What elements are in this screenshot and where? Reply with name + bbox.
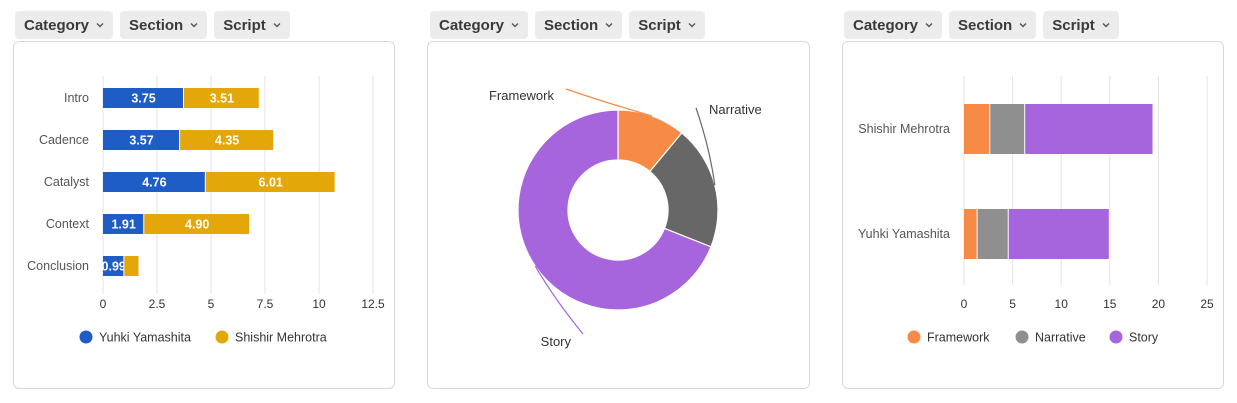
slice-label: Framework [489, 88, 555, 103]
legend-swatch [907, 330, 921, 344]
legend-swatch [1015, 330, 1029, 344]
bar-value-label: 3.57 [129, 134, 153, 148]
leader-line [565, 88, 653, 117]
category-filter[interactable]: Category [430, 11, 529, 39]
bar [964, 209, 977, 259]
x-tick-label: 25 [1200, 297, 1214, 311]
bar [1025, 104, 1153, 154]
leader-line [695, 107, 716, 186]
category-filter-label: Category [439, 16, 505, 34]
chevron-down-icon [1102, 23, 1110, 28]
section-filter[interactable]: Section [949, 11, 1037, 39]
donut-slice [517, 109, 712, 311]
bar-value-label: 4.35 [215, 134, 239, 148]
bar [964, 104, 990, 154]
category-donut-chart: Framework Narrative Story [489, 88, 762, 349]
slice-label: Narrative [709, 102, 762, 117]
legend-label: Story [1129, 331, 1159, 345]
leader-line [534, 265, 584, 335]
bar [103, 88, 183, 108]
filter-bar-2: Category Section Script [430, 11, 705, 39]
x-tick-label: 0 [961, 297, 968, 311]
filter-bar-1: Category Section Script [15, 11, 290, 39]
filter-bar-3: Category Section Script [844, 11, 1119, 39]
panel-section-bar-chart: 0 2.5 5 7.5 10 12.5 Intro 3.75 3.51 Cadence 3.57 4.… [13, 41, 395, 389]
bar [184, 88, 259, 108]
section-bar-chart: 0 2.5 5 7.5 10 12.5 Intro 3.75 3.51 Cadence 3.57 4.… [27, 76, 385, 345]
bar-value-label: 4.76 [142, 176, 166, 190]
chevron-down-icon [925, 23, 933, 28]
bar [144, 214, 250, 234]
x-tick-label: 10 [312, 297, 326, 311]
legend-label: Yuhki Yamashita [99, 331, 191, 345]
bar [990, 104, 1025, 154]
chevron-down-icon [273, 23, 281, 28]
section-filter[interactable]: Section [535, 11, 623, 39]
legend-label: Shishir Mehrotra [235, 331, 327, 345]
chevron-down-icon [511, 23, 519, 28]
script-filter[interactable]: Script [1043, 11, 1119, 39]
bar-value-label: 3.51 [210, 92, 234, 106]
script-filter-label: Script [638, 16, 681, 34]
y-category-label: Shishir Mehrotra [858, 122, 950, 136]
chevron-down-icon [190, 23, 198, 28]
x-tick-label: 20 [1152, 297, 1166, 311]
speaker-bar-chart: 0 5 10 15 20 25 Shishir Mehrotra Yuhki Yamashit… [858, 76, 1214, 345]
legend-swatch [215, 330, 229, 344]
panel-speaker-bar-chart: 0 5 10 15 20 25 Shishir Mehrotra Yuhki Yamashit… [842, 41, 1224, 389]
x-tick-label: 10 [1055, 297, 1069, 311]
bar [103, 214, 144, 234]
category-filter-label: Category [853, 16, 919, 34]
bar [180, 130, 274, 150]
donut-slice [649, 132, 719, 248]
y-category-label: Cadence [39, 133, 89, 147]
bar [124, 256, 139, 276]
legend-swatch [79, 330, 93, 344]
section-filter-label: Section [958, 16, 1013, 34]
category-filter-label: Category [24, 16, 90, 34]
x-tick-label: 12.5 [361, 297, 385, 311]
legend-swatch [1109, 330, 1123, 344]
y-category-label: Catalyst [44, 175, 90, 189]
y-category-label: Conclusion [27, 259, 89, 273]
section-filter-label: Section [544, 16, 599, 34]
script-filter-label: Script [223, 16, 266, 34]
script-filter[interactable]: Script [629, 11, 705, 39]
slice-label: Story [541, 334, 572, 349]
section-filter[interactable]: Section [120, 11, 208, 39]
x-tick-label: 5 [208, 297, 215, 311]
panel-donut-chart: Framework Narrative Story [427, 41, 810, 389]
y-category-label: Context [46, 217, 90, 231]
category-filter[interactable]: Category [15, 11, 114, 39]
script-filter[interactable]: Script [214, 11, 290, 39]
script-filter-label: Script [1052, 16, 1095, 34]
chevron-down-icon [605, 23, 613, 28]
chevron-down-icon [96, 23, 104, 28]
x-tick-label: 7.5 [257, 297, 274, 311]
bar [977, 209, 1008, 259]
bar [103, 130, 180, 150]
bar-value-label: 0.99 [102, 260, 126, 274]
category-filter[interactable]: Category [844, 11, 943, 39]
bar [103, 172, 205, 192]
bar [103, 256, 124, 276]
section-filter-label: Section [129, 16, 184, 34]
y-category-label: Yuhki Yamashita [858, 227, 950, 241]
bar [1008, 209, 1109, 259]
chevron-down-icon [1019, 23, 1027, 28]
x-tick-label: 2.5 [149, 297, 166, 311]
y-category-label: Intro [64, 91, 89, 105]
x-tick-label: 0 [100, 297, 107, 311]
x-tick-label: 15 [1103, 297, 1117, 311]
bar-value-label: 1.91 [111, 218, 135, 232]
bar [205, 172, 335, 192]
bar-value-label: 3.75 [131, 92, 155, 106]
bar-value-label: 6.01 [259, 176, 283, 190]
legend-label: Framework [927, 331, 990, 345]
x-tick-label: 5 [1009, 297, 1016, 311]
bar-value-label: 4.90 [185, 218, 209, 232]
chevron-down-icon [688, 23, 696, 28]
legend-label: Narrative [1035, 331, 1086, 345]
